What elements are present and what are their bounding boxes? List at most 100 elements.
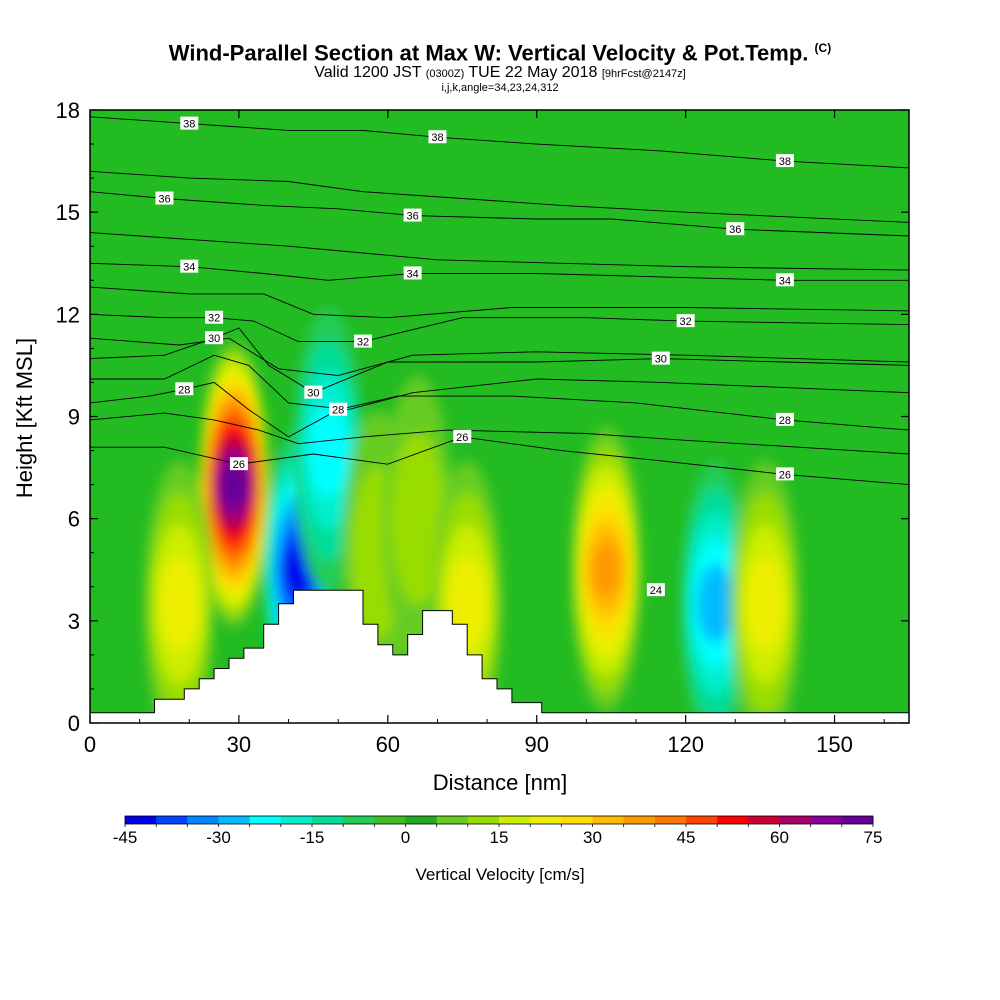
forecast-label: [9hrFcst@2147z] [601,68,686,81]
theta-contour-line [90,412,909,455]
colorbar-swatch [561,816,593,824]
contour-label-text: 26 [779,469,791,481]
colorbar-swatch [187,816,219,824]
colorbar-swatch [592,816,625,824]
theta-contour-line [90,327,909,394]
contour-label-bg [428,130,447,144]
contour-label-text: 36 [729,224,741,236]
plot-area [90,110,909,723]
copyright-mark: (C) [814,41,832,55]
velocity-band [159,556,200,652]
contour-label-bg [646,583,665,597]
contour-label-bg [775,273,794,287]
y-tick-label: 12 [56,302,80,327]
contour-label-text: 26 [456,432,468,444]
theta-contour-label: 36 [726,222,745,236]
colorbar-swatch [218,816,251,824]
theta-contour-label: 24 [646,583,665,597]
y-tick-label: 9 [68,405,80,430]
velocity-band [697,564,734,643]
theta-contour-line [90,286,909,319]
contour-label-bg [354,334,372,348]
contour-label-text: 38 [183,119,195,131]
theta-contour-label: 34 [180,259,199,274]
theta-contour-line [90,436,909,486]
contour-label-text: 24 [650,585,662,597]
contour-label-bg [304,385,323,399]
colorbar-label: Vertical Velocity [cm/s] [415,865,584,884]
theta-contour-label: 32 [354,334,372,349]
theta-contour-label: 28 [329,402,348,417]
theta-contour-label: 34 [403,266,422,280]
theta-contour-label: 38 [775,154,794,168]
contour-label-text: 30 [655,354,667,366]
velocity-band [219,467,249,502]
theta-contour-label: 30 [651,351,670,366]
theta-contour-line [90,232,909,271]
colorbar-swatch [530,816,562,824]
valid-date: TUE 22 May 2018 [468,64,598,82]
contour-label-text: 26 [233,459,245,471]
colorbar-tick-label: 45 [677,828,696,847]
velocity-updraft-1 [144,460,215,723]
velocity-band [390,432,445,605]
contour-label-bg [403,208,422,222]
colorbar-tick-label: 15 [490,828,509,847]
contour-label-bg [403,266,422,280]
x-tick-label: 120 [667,732,704,757]
valid-utc: (0300Z) [425,68,465,81]
theta-contour-label: 28 [775,412,794,427]
theta-contour-label: 26 [775,467,794,481]
theta-contour-label: 26 [229,457,248,471]
contour-label-text: 28 [178,384,190,396]
colorbar-swatch [312,816,344,824]
contour-label-text: 34 [407,268,419,280]
y-tick-label: 18 [56,98,80,123]
colorbar-tick-label: 30 [583,828,602,847]
theta-contour-label: 32 [676,314,695,328]
theta-contour-label: 32 [205,310,224,325]
chart-title: Wind-Parallel Section at Max W: Vertical… [0,36,1000,65]
colorbar-tick-label: 75 [864,828,883,847]
theta-contour-label: 30 [304,385,323,400]
contour-labels: 38 38 38 36 36 36 34 34 34 32 32 32 30 30 30 28 28 28 26 26… [155,116,794,597]
theta-contour-label: 36 [155,191,174,206]
theta-contour-line [90,354,909,411]
colorbar-swatch [156,816,188,824]
contour-label-bg [651,351,670,365]
colorbar-swatch [280,816,313,824]
theta-contour-label: 26 [453,429,472,444]
contour-label-text: 30 [208,333,220,345]
contour-label-text: 38 [431,132,443,144]
y-tick-label: 6 [68,507,80,532]
x-tick-label: 150 [816,732,853,757]
x-tick-label: 0 [84,732,96,757]
colorbar-tick-label: 0 [401,828,410,847]
contour-label-text: 38 [779,156,791,168]
colorbar-swatch [717,816,749,824]
contour-label-bg [676,314,695,328]
colorbar-swatch [779,816,812,824]
colorbar-swatch [841,816,874,824]
contour-label-bg [453,429,472,443]
contour-label-text: 34 [183,262,195,274]
contour-label-bg [726,222,745,236]
y-tick-label: 0 [68,711,80,736]
colorbar-swatch [623,816,656,824]
colorbar-swatch [686,816,718,824]
contour-label-text: 32 [680,316,692,328]
velocity-band [308,402,349,499]
contour-label-bg [180,259,199,273]
contour-label-bg [175,382,194,396]
theta-contour-label: 28 [175,382,194,396]
y-tick-label: 3 [68,609,80,634]
y-axis-label: Height [Kft MSL] [12,338,37,498]
chart-subtitle: Valid 1200 JST (0300Z) TUE 22 May 2018 [… [0,65,1000,82]
velocity-updraft-4 [571,426,641,713]
theta-contour-label: 38 [428,130,447,144]
contour-label-bg [205,310,224,324]
colorbar-swatch [748,816,780,824]
theta-contour-line [90,337,909,377]
